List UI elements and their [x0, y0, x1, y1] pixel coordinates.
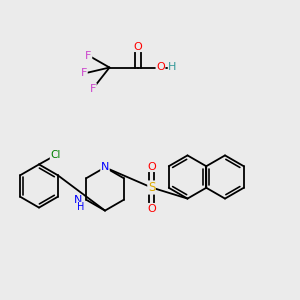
- Text: O: O: [147, 203, 156, 214]
- Text: H: H: [168, 62, 177, 73]
- Text: N: N: [74, 195, 82, 206]
- Text: S: S: [148, 181, 155, 194]
- Text: Cl: Cl: [50, 150, 61, 161]
- Text: O: O: [156, 62, 165, 73]
- Text: H: H: [77, 202, 85, 212]
- Text: N: N: [101, 162, 109, 172]
- Text: O: O: [134, 41, 142, 52]
- Text: F: F: [81, 68, 87, 79]
- Text: F: F: [90, 83, 96, 94]
- Text: F: F: [85, 50, 92, 61]
- Text: O: O: [147, 161, 156, 172]
